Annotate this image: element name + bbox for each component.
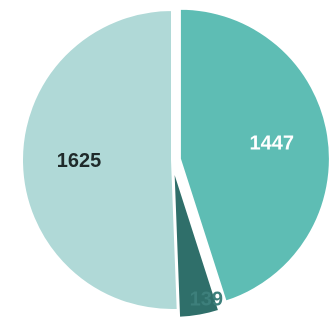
pie-slice-1447	[178, 7, 331, 303]
pie-label-1447: 1447	[250, 133, 295, 155]
pie-slice-139	[172, 166, 221, 319]
pie-labels: 1447 139 1625	[57, 133, 294, 311]
pie-label-139: 139	[190, 289, 223, 311]
pie-label-1625: 1625	[57, 150, 102, 172]
pie-slices	[21, 7, 331, 319]
pie-slice-1625	[21, 9, 179, 311]
